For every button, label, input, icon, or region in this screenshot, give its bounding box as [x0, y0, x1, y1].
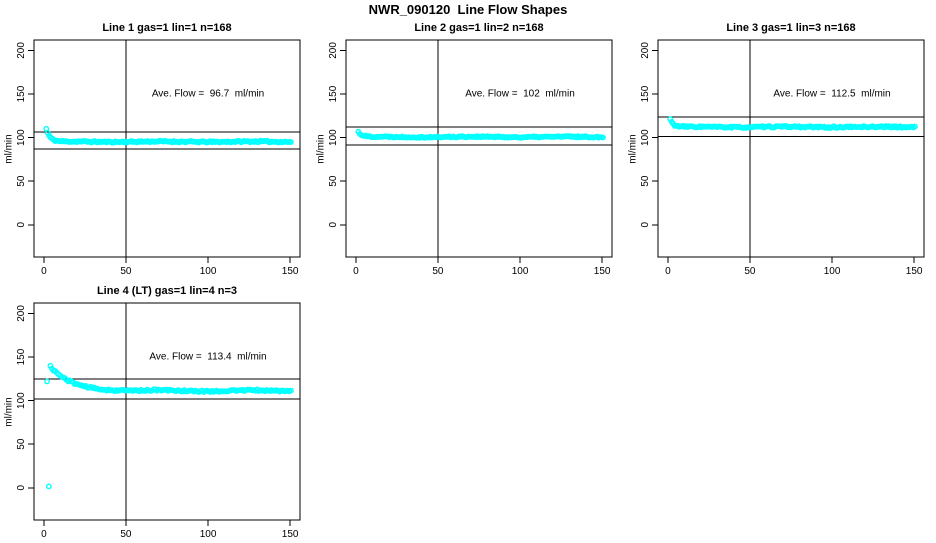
panel-title: Line 4 (LT) gas=1 lin=4 n=3: [96, 285, 238, 297]
flow-outlier-point: [44, 378, 50, 385]
page-title: NWR_090120 Line Flow Shapes: [368, 2, 568, 17]
x-tick-label: 100: [200, 529, 217, 540]
y-tick-label: 200: [16, 42, 27, 59]
panel-line-2: Line 2 gas=1 lin=2 n=168 ml/min Ave. Flo…: [312, 18, 624, 280]
flow-point: [288, 139, 294, 146]
y-tick-label: 100: [16, 129, 27, 146]
y-tick-label: 150: [328, 85, 339, 102]
flow-point: [912, 123, 918, 130]
plot-box: [345, 39, 613, 258]
y-tick-label: 0: [16, 222, 27, 228]
y-tick-label: 0: [16, 485, 27, 491]
y-tick-label: 0: [328, 222, 339, 228]
y-tick-label: 150: [640, 85, 651, 102]
ave-flow-annotation: Ave. Flow = 112.5 ml/min: [773, 88, 891, 100]
x-tick-label: 50: [120, 529, 132, 540]
panel-line-1: Line 1 gas=1 lin=1 n=168 ml/min Ave. Flo…: [0, 18, 312, 280]
y-tick-label: 150: [16, 85, 27, 102]
flow-point: [600, 134, 606, 141]
plot-box: [657, 39, 925, 258]
ave-flow-annotation: Ave. Flow = 96.7 ml/min: [151, 88, 265, 100]
x-tick-label: 100: [512, 266, 529, 277]
x-tick-label: 100: [200, 266, 217, 277]
x-tick-label: 50: [120, 266, 132, 277]
x-tick-label: 150: [282, 529, 299, 540]
flow-outlier-point: [45, 483, 52, 490]
panel-title: Line 2 gas=1 lin=2 n=168: [414, 22, 544, 34]
y-tick-label: 50: [640, 175, 651, 187]
scatter-plot: 0 50 100 150 0 50 100 150 200: [640, 39, 925, 277]
panel-line-4: Line 4 (LT) gas=1 lin=4 n=3 ml/min Ave. …: [0, 281, 312, 543]
x-tick-label: 100: [824, 266, 841, 277]
y-tick-label: 50: [328, 175, 339, 187]
y-tick-label: 0: [640, 222, 651, 228]
ave-flow-annotation: Ave. Flow = 113.4 ml/min: [149, 351, 267, 363]
x-tick-label: 50: [744, 266, 756, 277]
x-tick-label: 150: [906, 266, 923, 277]
y-tick-label: 50: [16, 175, 27, 187]
y-tick-label: 100: [16, 392, 27, 409]
data-points: [667, 116, 918, 131]
data-points: [43, 125, 294, 146]
y-tick-label: 200: [328, 42, 339, 59]
x-tick-label: 150: [282, 266, 299, 277]
y-tick-label: 200: [16, 305, 27, 322]
x-tick-label: 0: [665, 266, 671, 277]
y-tick-label: 100: [640, 129, 651, 146]
data-points: [44, 362, 294, 490]
x-tick-label: 50: [432, 266, 444, 277]
ave-flow-annotation: Ave. Flow = 102 ml/min: [465, 88, 575, 100]
scatter-plot: 0 50 100 150 0 50 100 150 200: [16, 302, 301, 540]
x-tick-label: 0: [41, 529, 47, 540]
y-tick-label: 150: [16, 348, 27, 365]
data-points: [355, 128, 606, 141]
panel-title: Line 3 gas=1 lin=3 n=168: [726, 22, 856, 34]
x-tick-label: 0: [353, 266, 359, 277]
x-tick-label: 150: [594, 266, 611, 277]
panel-line-3: Line 3 gas=1 lin=3 n=168 ml/min Ave. Flo…: [624, 18, 936, 280]
scatter-plot: 0 50 100 150 0 50 100 150 200: [328, 39, 613, 277]
x-tick-label: 0: [41, 266, 47, 277]
flow-point: [288, 387, 294, 394]
plot-box: [33, 302, 301, 521]
scatter-plot: 0 50 100 150 0 50 100 150 200: [16, 39, 301, 277]
y-tick-label: 200: [640, 42, 651, 59]
panel-title: Line 1 gas=1 lin=1 n=168: [102, 22, 232, 34]
y-tick-label: 100: [328, 129, 339, 146]
y-tick-label: 50: [16, 438, 27, 450]
